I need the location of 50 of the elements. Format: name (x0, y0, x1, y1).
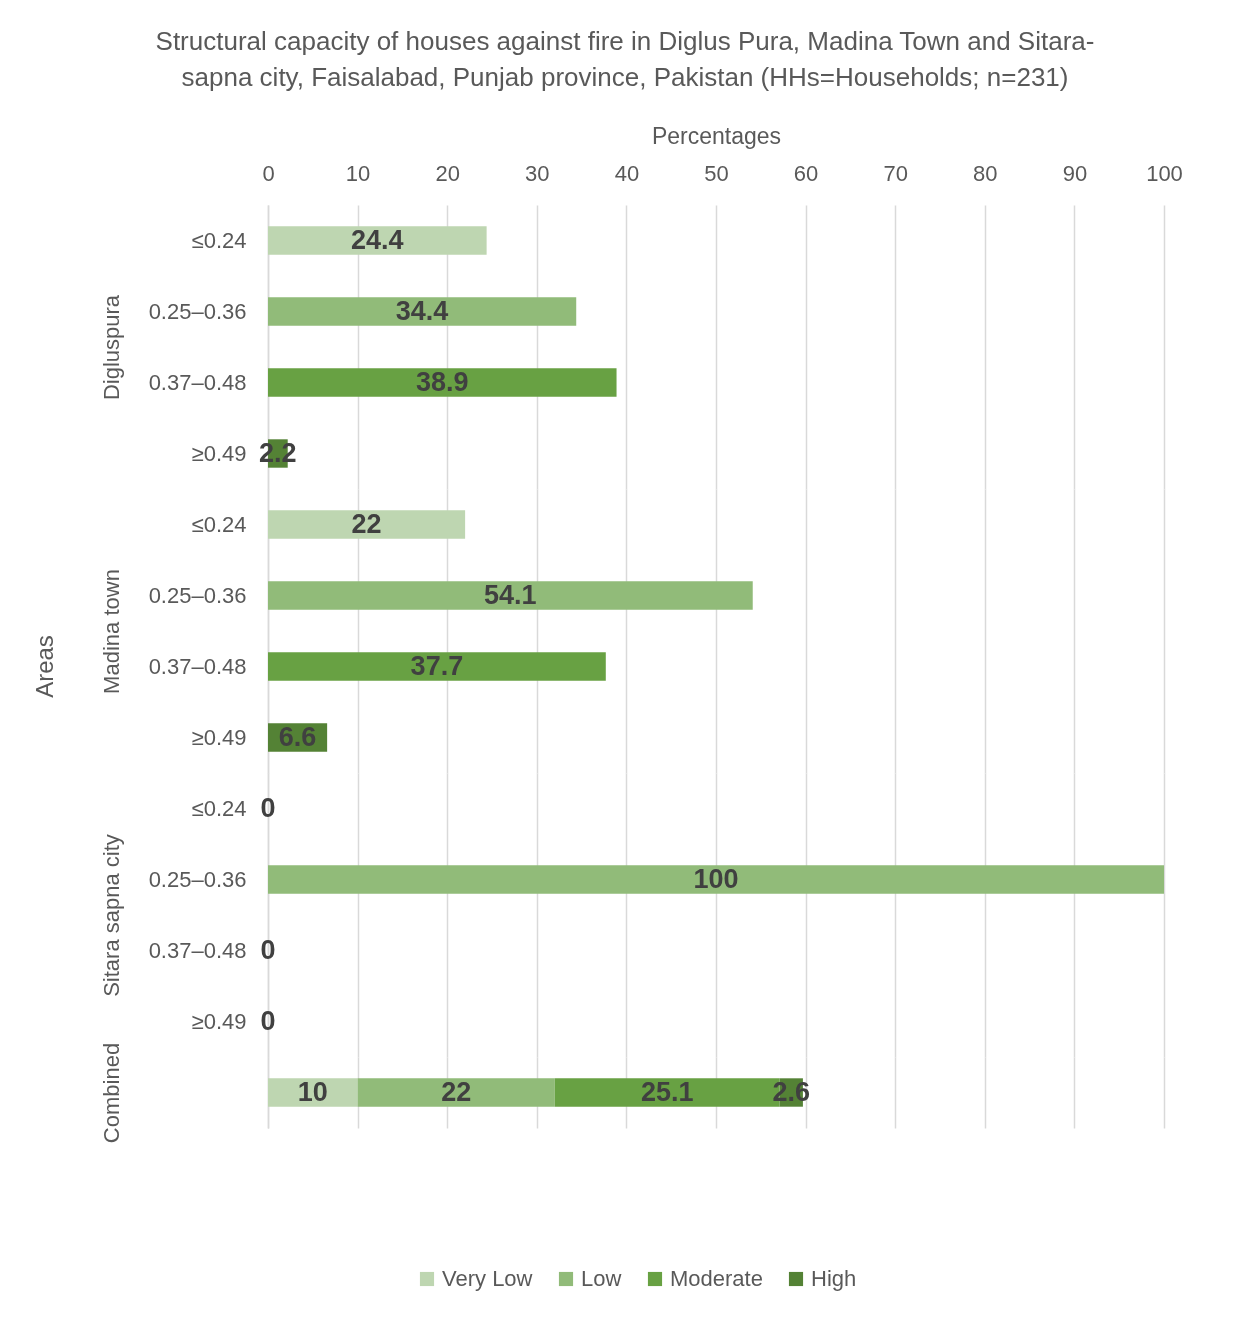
y-tick-label: 0.25–0.36 (148, 866, 247, 892)
x-tick-label: 40 (614, 160, 640, 186)
data-label: 0 (260, 934, 276, 965)
data-label: 22 (441, 1076, 472, 1107)
text: Areas (31, 635, 58, 698)
y-tick-label: ≤0.24 (191, 795, 247, 821)
data-label: 38.9 (415, 366, 469, 397)
data-label: 34.4 (395, 295, 449, 326)
data-label: 6.6 (278, 721, 317, 752)
data-label: 54.1 (484, 579, 537, 610)
y-tick-label: 0.25–0.36 (148, 582, 247, 608)
bar (357, 1078, 555, 1107)
x-tick-label: 100 (1146, 160, 1183, 186)
data-label: 22 (351, 508, 382, 539)
y-tick-label: ≤0.24 (191, 511, 247, 537)
y-tick-label: ≥0.49 (191, 724, 247, 750)
legend-label: Very Low (442, 1266, 533, 1291)
x-tick-label: 10 (345, 160, 371, 186)
x-tick-label: 20 (435, 160, 460, 186)
data-label: 37.7 (410, 650, 464, 681)
y-tick-label: 0.37–0.48 (148, 369, 247, 395)
y-tick-label: 0.37–0.48 (148, 653, 247, 679)
data-label: 25.1 (640, 1076, 694, 1107)
y-axis-title: Combined (98, 1042, 124, 1144)
data-label: 0 (260, 792, 276, 823)
x-tick-label: 0 (262, 160, 275, 186)
x-tick-label: 30 (525, 160, 550, 186)
x-tick-label: 70 (883, 160, 908, 186)
legend-label: Moderate (670, 1266, 763, 1291)
legend-label: High (811, 1266, 857, 1291)
data-label: 24.4 (351, 224, 404, 255)
bar (268, 1078, 358, 1107)
y-tick-label: ≤0.24 (191, 227, 247, 253)
x-axis-title: Percentages (651, 122, 782, 149)
x-tick-label: 80 (973, 160, 998, 186)
x-tick-label: 50 (704, 160, 729, 186)
chart-title: Structural capacity of houses against fire in Diglus Pura, Madina Town and Sitara-sapna city, Faisalabad, Punjab province, Pakistan (HHs=Households; n=231) (155, 26, 1095, 92)
y-axis-title: Digluspura (98, 294, 124, 401)
data-label: 10 (297, 1076, 328, 1107)
legend-label: Low (581, 1266, 622, 1291)
y-tick-label: 0.37–0.48 (148, 937, 247, 963)
y-tick-label: ≥0.49 (191, 1008, 247, 1034)
x-tick-label: 90 (1062, 160, 1088, 186)
data-label: 0 (260, 1005, 276, 1036)
y-axis-title: Sitara sapna city (98, 834, 124, 997)
y-tick-label: 0.25–0.36 (148, 298, 247, 324)
x-tick-label: 60 (793, 160, 819, 186)
data-label: 100 (693, 863, 739, 894)
y-tick-label: ≥0.49 (191, 440, 247, 466)
y-axis-title: Madina town (98, 569, 124, 694)
